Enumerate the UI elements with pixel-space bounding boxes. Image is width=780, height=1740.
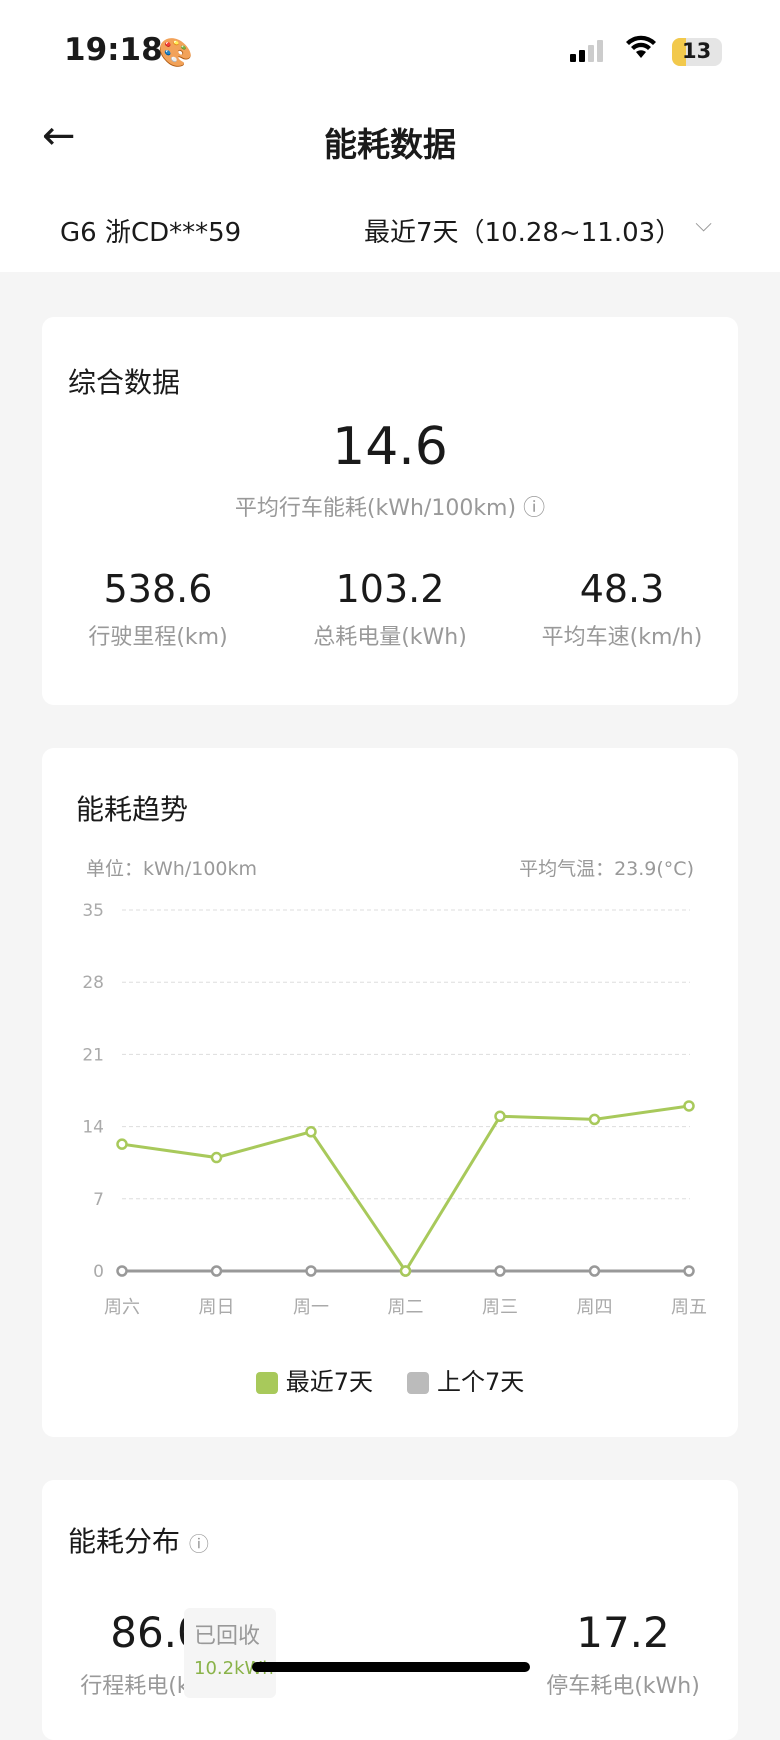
header-area xyxy=(0,0,780,272)
stat-value: 538.6 xyxy=(103,567,213,611)
page-title: 能耗数据 xyxy=(324,125,456,164)
avg-consumption-label: 平均行车能耗(kWh/100km) ⓘ xyxy=(42,490,738,522)
period-dropdown[interactable]: 最近7天（10.28~11.03） ⌵ xyxy=(364,212,712,249)
data-point xyxy=(210,1265,223,1277)
temp-label: 平均气温：23.9(°C) xyxy=(519,858,694,880)
y-tick-label: 0 xyxy=(93,1262,104,1282)
stat-value: 48.3 xyxy=(579,567,665,611)
back-button[interactable]: ← xyxy=(42,113,76,159)
y-tick-label: 21 xyxy=(82,1045,104,1065)
trend-chart: 0 7 14 21 28 35 周六 周日 周一 周二 周三 周四 周五 xyxy=(82,901,707,1318)
stat-energy: 103.2 总耗电量(kWh) xyxy=(274,567,506,651)
data-point xyxy=(494,1265,506,1277)
wifi-icon xyxy=(626,34,656,66)
legend-label: 最近7天 xyxy=(285,1368,373,1396)
y-tick-label: 7 xyxy=(93,1190,104,1210)
data-point xyxy=(494,1110,506,1123)
stat-label: 总耗电量(kWh) xyxy=(313,625,467,650)
data-point xyxy=(683,1100,695,1112)
summary-card: 综合数据 14.6 平均行车能耗(kWh/100km) ⓘ 538.6 行驶里程(… xyxy=(42,317,738,705)
period-label: 最近7天（10.28~11.03） xyxy=(364,218,682,248)
avg-consumption-value: 14.6 xyxy=(332,417,448,477)
y-tick-label: 28 xyxy=(82,973,104,993)
summary-title: 综合数据 xyxy=(68,366,181,399)
x-tick-label: 周五 xyxy=(671,1297,707,1318)
data-point xyxy=(210,1151,223,1164)
stat-speed: 48.3 平均车速(km/h) xyxy=(506,567,738,651)
distribution-card: 能耗分布 ⓘ 86.0 行程耗电(kWh) 已回收 10.2kWh 17.2 停… xyxy=(42,1480,738,1740)
x-tick-label: 周日 xyxy=(199,1297,235,1318)
data-point xyxy=(305,1126,317,1138)
distribution-title: 能耗分布 ⓘ xyxy=(68,1520,209,1560)
recovered-label: 已回收 xyxy=(194,1624,261,1649)
signal-icon xyxy=(570,40,603,62)
data-point xyxy=(116,1265,128,1277)
park-energy-value: 17.2 xyxy=(576,1608,670,1657)
stat-label: 行驶里程(km) xyxy=(88,625,228,650)
legend-recent[interactable]: 最近7天 xyxy=(255,1362,373,1397)
x-tick-label: 周六 xyxy=(104,1297,140,1318)
x-tick-label: 周四 xyxy=(577,1297,613,1318)
park-energy-label: 停车耗电(kWh) xyxy=(546,1674,700,1699)
data-point xyxy=(683,1265,695,1277)
series-line xyxy=(121,1104,690,1274)
stat-mileage: 538.6 行驶里程(km) xyxy=(42,567,274,651)
y-tick-label: 35 xyxy=(82,901,104,921)
avg-label-text: 平均行车能耗(kWh/100km) xyxy=(234,496,517,521)
legend-previous[interactable]: 上个7天 xyxy=(407,1362,524,1397)
home-indicator[interactable] xyxy=(252,1662,530,1672)
data-point xyxy=(399,1265,412,1277)
vehicle-selector[interactable]: G6 浙CD***59 xyxy=(60,218,242,248)
x-tick-label: 周二 xyxy=(388,1297,424,1318)
data-point xyxy=(305,1265,317,1277)
stat-value: 103.2 xyxy=(335,567,445,611)
palette-icon: 🎨 xyxy=(158,36,193,69)
trend-title: 能耗趋势 xyxy=(76,793,189,826)
status-time: 19:18 xyxy=(64,32,163,68)
help-icon[interactable]: ⓘ xyxy=(523,496,546,521)
x-tick-label: 周三 xyxy=(482,1297,518,1318)
x-tick-label: 周一 xyxy=(293,1297,329,1318)
distribution-title-text: 能耗分布 xyxy=(68,1525,181,1558)
y-tick-label: 14 xyxy=(82,1118,104,1138)
battery-icon: 13 xyxy=(672,38,722,66)
data-point xyxy=(116,1138,128,1150)
chart-legend: 最近7天 上个7天 xyxy=(42,1362,738,1397)
trend-card: 能耗趋势 单位：kWh/100km 平均气温：23.9(°C) 0 7 14 21 28… xyxy=(42,748,738,1437)
legend-label: 上个7天 xyxy=(437,1368,525,1396)
chevron-down-icon: ⌵ xyxy=(695,212,712,237)
recovered-tooltip: 已回收 10.2kWh xyxy=(184,1608,276,1698)
help-icon[interactable]: ⓘ xyxy=(188,1532,209,1556)
unit-label: 单位：kWh/100km xyxy=(86,858,258,880)
data-point xyxy=(588,1265,601,1277)
stat-label: 平均车速(km/h) xyxy=(541,625,703,650)
data-point xyxy=(588,1113,601,1126)
